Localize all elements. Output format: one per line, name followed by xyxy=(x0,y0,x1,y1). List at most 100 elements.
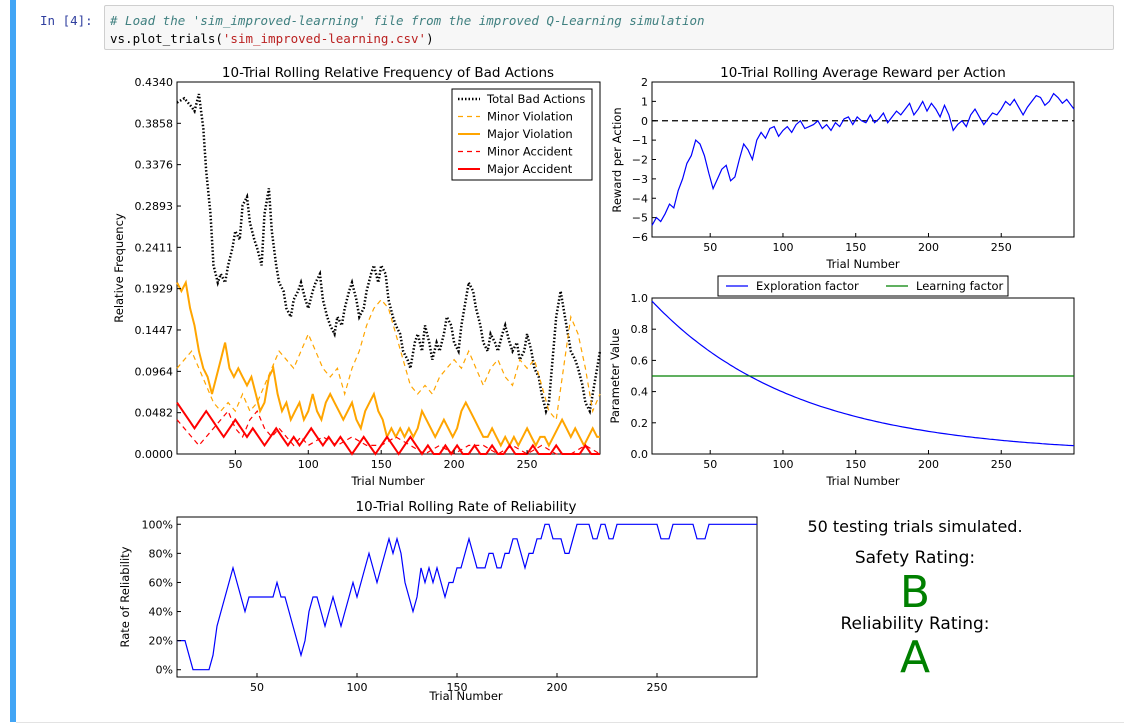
x-tick-label: 100 xyxy=(298,458,319,471)
cell-selection-bar xyxy=(10,0,16,722)
legend-label: Exploration factor xyxy=(756,279,859,293)
x-tick-label: 150 xyxy=(447,681,468,694)
y-tick-label: 0.3376 xyxy=(135,159,174,172)
testing-trials-text: 50 testing trials simulated. xyxy=(807,517,1022,536)
parameter-series xyxy=(651,300,1075,447)
y-tick-label: −5 xyxy=(632,212,648,225)
reliability-series xyxy=(177,523,757,671)
x-tick-label: 50 xyxy=(250,681,264,694)
y-tick-label: −4 xyxy=(632,192,648,205)
y-tick-label: 40% xyxy=(149,606,173,619)
y-tick-label: −1 xyxy=(632,134,648,147)
reward-ticks: 50 100 150 200 250 −6 −5 −4 −3 −2 −1 0 1 2 xyxy=(632,76,1012,254)
reliability-title: 10-Trial Rolling Rate of Reliability xyxy=(356,499,577,515)
reliability-ticks: 50 100 150 200 250 0% 20% 40% 60% 80% 100% xyxy=(142,518,668,694)
y-tick-label: 20% xyxy=(149,635,173,648)
y-tick-label: 100% xyxy=(142,518,173,531)
y-tick-label: 0.3858 xyxy=(135,117,174,130)
y-tick-label: 0 xyxy=(641,115,648,128)
legend-label: Minor Violation xyxy=(487,110,573,124)
y-tick-label: 0.2893 xyxy=(135,200,174,213)
major-accident-line xyxy=(176,402,600,456)
reward-series xyxy=(651,92,1075,226)
legend-label: Learning factor xyxy=(916,279,1004,293)
legend-label: Minor Accident xyxy=(487,145,573,159)
x-tick-label: 50 xyxy=(703,458,717,471)
y-tick-label: 0.6 xyxy=(631,354,649,367)
x-tick-label: 250 xyxy=(991,458,1012,471)
legend-label: Total Bad Actions xyxy=(486,92,585,106)
reward-ylabel: Reward per Action xyxy=(610,107,624,212)
x-tick-label: 200 xyxy=(918,458,939,471)
rate-of-reliability-line xyxy=(177,523,757,671)
y-tick-label: 0.0000 xyxy=(135,448,174,461)
parameter-ylabel: Parameter Value xyxy=(608,328,622,423)
y-tick-label: 1.0 xyxy=(631,292,649,305)
y-tick-label: −6 xyxy=(632,231,648,244)
x-tick-label: 150 xyxy=(845,241,866,254)
code-editor[interactable]: # Load the 'sim_improved-learning' file … xyxy=(104,5,1114,50)
y-tick-label: 0.4340 xyxy=(135,76,174,89)
code-close: ) xyxy=(426,31,434,46)
x-tick-label: 250 xyxy=(517,458,538,471)
x-tick-label: 50 xyxy=(228,458,242,471)
y-tick-label: 2 xyxy=(641,76,648,89)
bad-actions-legend: Total Bad Actions Minor Violation Major Vi… xyxy=(451,88,593,181)
bad-actions-title: 10-Trial Rolling Relative Frequency of B… xyxy=(222,65,554,81)
y-tick-label: 0.8 xyxy=(631,323,649,336)
y-tick-label: 60% xyxy=(149,576,173,589)
reliability-ylabel: Rate of Reliability xyxy=(118,546,132,647)
parameter-xlabel: Trial Number xyxy=(825,474,900,488)
x-tick-label: 100 xyxy=(772,458,793,471)
y-tick-label: 0.4 xyxy=(631,386,649,399)
x-tick-label: 250 xyxy=(991,241,1012,254)
reliability-rating-grade: A xyxy=(900,632,930,683)
x-tick-label: 200 xyxy=(444,458,465,471)
reward-plot-area xyxy=(651,81,1075,238)
x-tick-label: 200 xyxy=(918,241,939,254)
legend-label: Major Accident xyxy=(487,162,573,176)
y-tick-label: 0.0964 xyxy=(135,365,174,378)
x-tick-label: 50 xyxy=(703,241,717,254)
y-tick-label: 0.2 xyxy=(631,417,649,430)
safety-rating-label: Safety Rating: xyxy=(855,548,975,568)
safety-rating-grade: B xyxy=(900,567,930,618)
x-tick-label: 100 xyxy=(772,241,793,254)
code-comment: # Load the 'sim_improved-learning' file … xyxy=(110,13,705,28)
x-tick-label: 150 xyxy=(845,458,866,471)
x-tick-label: 100 xyxy=(347,681,368,694)
parameter-legend-box xyxy=(717,275,1009,297)
bad-actions-ticks: 50 100 150 200 250 0.0000 0.0482 0.0964 0.1447 0.… xyxy=(135,76,538,471)
x-tick-label: 150 xyxy=(371,458,392,471)
legend-label: Major Violation xyxy=(487,127,573,141)
reliability-plot-area xyxy=(176,516,758,678)
input-prompt: In [4]: xyxy=(40,13,93,28)
bad-actions-series xyxy=(176,93,602,456)
y-tick-label: 0% xyxy=(156,664,173,677)
bad-actions-ylabel: Relative Frequency xyxy=(112,213,126,323)
notebook-cell[interactable] xyxy=(16,0,1124,723)
code-line: vs.plot_trials('sim_improved-learning.cs… xyxy=(110,30,1113,48)
y-tick-label: −3 xyxy=(632,173,648,186)
x-tick-label: 200 xyxy=(547,681,568,694)
y-tick-label: −2 xyxy=(632,154,648,167)
y-tick-label: 0.2411 xyxy=(135,241,174,254)
parameter-legend: Exploration factor Learning factor xyxy=(717,275,1009,297)
reward-xlabel: Trial Number xyxy=(825,257,900,271)
parameter-ticks: 50 100 150 200 250 0.0 0.2 0.4 0.6 0.8 1.0 xyxy=(631,292,1012,471)
major-violation-line xyxy=(176,279,600,448)
y-tick-label: 80% xyxy=(149,547,173,560)
reliability-rating-label: Reliability Rating: xyxy=(841,614,990,634)
y-tick-label: 1 xyxy=(641,95,648,108)
y-tick-label: 0.0 xyxy=(631,448,649,461)
bad-actions-xlabel: Trial Number xyxy=(350,474,425,488)
code-string: 'sim_improved-learning.csv' xyxy=(222,31,427,46)
x-tick-label: 250 xyxy=(647,681,668,694)
reward-per-action-line xyxy=(651,92,1075,226)
exploration-factor-line xyxy=(651,300,1075,447)
y-tick-label: 0.0482 xyxy=(135,407,174,420)
reliability-xlabel: Trial Number xyxy=(428,689,503,703)
y-tick-label: 0.1929 xyxy=(135,283,174,296)
y-tick-label: 0.1447 xyxy=(135,324,174,337)
